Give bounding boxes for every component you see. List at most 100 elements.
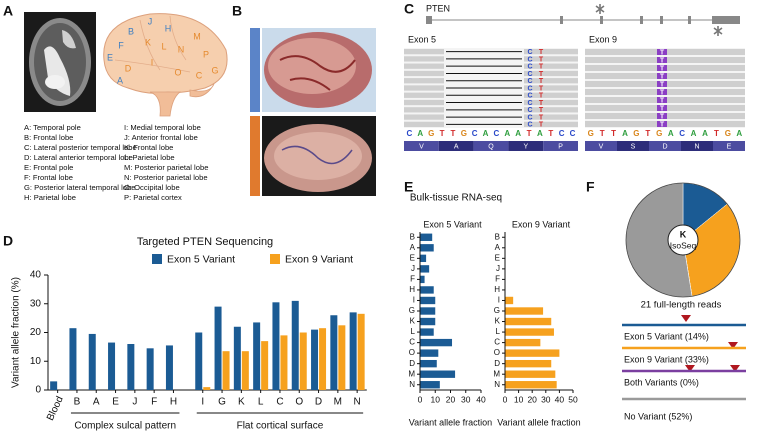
bar	[420, 233, 433, 241]
read	[524, 70, 578, 77]
x-tick-label: A	[93, 397, 100, 408]
read	[404, 70, 444, 77]
variant-label: Exon 9 Variant (33%)	[624, 354, 709, 364]
read	[404, 85, 444, 91]
variant-box	[657, 81, 667, 87]
brain-region-label: F	[118, 40, 124, 50]
bar	[420, 349, 439, 357]
x-axis-label: Variant allele fraction	[497, 417, 580, 427]
read-base: T	[539, 100, 544, 107]
amino-acid: S	[631, 143, 636, 150]
amino-acid-cell	[438, 141, 474, 151]
chart-title: Bulk-tissue RNA-seq	[410, 193, 502, 204]
reference-base: G	[588, 129, 594, 138]
bar	[330, 315, 338, 390]
x-tick-label: F	[151, 397, 157, 408]
bar	[420, 307, 436, 315]
read-base: C	[527, 64, 532, 71]
read	[524, 107, 578, 113]
region-legend-item: F: Frontal lobe	[24, 173, 73, 182]
panel-label: E	[404, 179, 413, 195]
read	[524, 92, 578, 98]
brain-region-label: L	[161, 41, 166, 51]
reference-base: G	[633, 129, 639, 138]
reference-base: T	[600, 129, 605, 138]
y-tick-label: H	[494, 285, 500, 294]
brain-region-label: E	[107, 52, 113, 62]
amino-acid: V	[419, 143, 424, 150]
bar	[261, 341, 269, 390]
brain-region-label: D	[125, 63, 132, 73]
bar	[505, 328, 554, 336]
y-tick-label: B	[495, 232, 500, 241]
reference-base: C	[570, 129, 576, 138]
reference-base: C	[494, 129, 500, 138]
exon-title: Exon 9	[589, 34, 617, 44]
x-tick-label: L	[258, 397, 264, 408]
bar	[505, 381, 557, 389]
read	[404, 63, 444, 69]
group-label: Complex sulcal pattern	[74, 421, 176, 432]
brain-diagram	[103, 13, 228, 117]
read-base: C	[527, 71, 532, 78]
bar	[505, 296, 514, 305]
reference-base: T	[450, 129, 455, 138]
read-base: T	[539, 85, 544, 92]
bar	[420, 244, 434, 252]
gene-name: PTEN	[426, 3, 450, 13]
y-tick-label: J	[411, 264, 415, 273]
read-base: T	[539, 114, 544, 121]
region-legend-item: C: Lateral posterior temporal lobe	[24, 143, 137, 152]
bar	[505, 307, 544, 315]
y-tick-label: M	[493, 369, 500, 378]
x-tick-label: 10	[431, 394, 441, 404]
pie-outline	[625, 182, 741, 298]
bar	[165, 345, 173, 390]
bar	[299, 332, 307, 390]
reference-base: T	[714, 129, 719, 138]
variant-markers	[681, 315, 740, 372]
brain-region-label: N	[178, 44, 185, 54]
read-base: C	[527, 93, 532, 100]
x-tick-label: C	[276, 397, 283, 408]
variant-box	[657, 97, 667, 103]
read	[404, 92, 444, 98]
bar	[50, 381, 58, 390]
legend-label: Exon 5 Variant	[167, 253, 235, 265]
brain-photo-top	[250, 28, 376, 112]
center-title: K	[680, 229, 687, 239]
read-base: T	[660, 57, 665, 64]
read-base: C	[527, 56, 532, 63]
read-base: C	[527, 85, 532, 92]
brain-region-label: C	[196, 70, 203, 80]
bar	[357, 313, 365, 390]
bar	[420, 265, 430, 273]
reference-base: G	[656, 129, 662, 138]
region-legend-item: H: Parietal lobe	[24, 193, 76, 202]
read	[404, 121, 444, 127]
y-tick-label: J	[496, 264, 500, 273]
variant-box	[657, 49, 667, 55]
region-legend-item: J: Anterior frontal lobe	[124, 133, 198, 142]
y-tick-label: F	[410, 275, 415, 284]
x-tick-label: 0	[418, 394, 423, 404]
panel-label: B	[232, 3, 242, 19]
x-tick-label: 30	[541, 394, 551, 404]
y-tick-label: C	[494, 338, 500, 347]
read-base: C	[527, 78, 532, 85]
legend-label: Exon 9 Variant	[285, 253, 353, 265]
read-base: T	[539, 122, 544, 129]
bar	[420, 286, 434, 294]
amino-acid-cell	[585, 141, 617, 151]
read	[404, 56, 444, 62]
y-tick-label: E	[410, 253, 415, 262]
bar	[195, 332, 203, 390]
read	[524, 63, 578, 69]
x-tick-label: 40	[476, 394, 486, 404]
bar	[222, 351, 230, 390]
y-tick-label: K	[495, 317, 501, 326]
bar	[420, 328, 434, 336]
bar	[291, 300, 299, 390]
y-axis-label: Variant allele fraction (%)	[11, 277, 22, 388]
reference-base: T	[440, 129, 445, 138]
